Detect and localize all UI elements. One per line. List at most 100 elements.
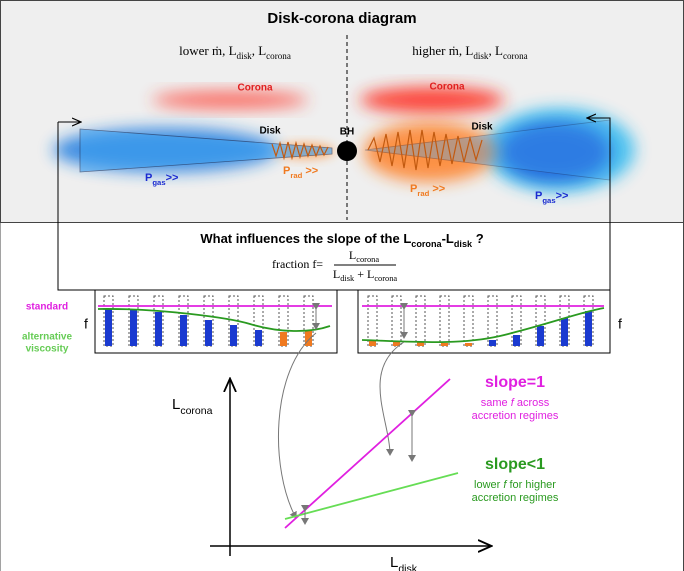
slope-note-part: f (511, 397, 515, 409)
question: What influences the slope of the Lcorona… (200, 231, 483, 249)
loop-arrow (57, 118, 611, 291)
pressure-label: Pgas>> (145, 172, 178, 187)
fraction-numerator: Lcorona (349, 248, 379, 265)
bar-fill (489, 340, 496, 346)
fraction-denominator-part: + L (354, 267, 374, 281)
pressure-label-part: >> (429, 183, 445, 195)
pressure-label-part: P (283, 165, 290, 177)
bar-outline (559, 295, 570, 347)
bar-outline (439, 295, 450, 347)
question-part: What influences the slope of the L (200, 231, 411, 246)
slope-lt-one-line (284, 472, 459, 520)
regime-label-part: corona (266, 51, 291, 61)
bar-outline (128, 295, 139, 347)
fraction-numerator-part: L (349, 248, 356, 262)
regime-label: higher ṁ, Ldisk, Lcorona (412, 43, 527, 61)
alternative-label: viscosity (26, 344, 69, 355)
pressure-label-part: gas (542, 196, 555, 205)
corona-glow (360, 87, 504, 113)
bar-outline (463, 295, 474, 347)
question-part: corona (411, 239, 442, 249)
y-axis-label-part: corona (180, 405, 212, 417)
regime-label-part: disk (473, 51, 489, 61)
slope-label: slope=1 (485, 374, 545, 391)
bar-outline (367, 295, 378, 347)
x-axis-label: Ldisk (390, 554, 418, 571)
pressure-label: Pgas>> (535, 190, 568, 205)
bar-outline (583, 295, 594, 347)
bar-fill (537, 326, 544, 346)
pressure-label-part: >> (556, 190, 569, 202)
question-part: ? (472, 231, 484, 246)
bar-outline (415, 295, 426, 347)
y-axis-label: Lcorona (172, 396, 213, 417)
x-axis-label-part: disk (398, 563, 417, 571)
f-label: f (84, 316, 88, 332)
corona-label: Corona (430, 82, 465, 93)
bar-outline (487, 295, 498, 347)
slope-note: lower f for higher (474, 479, 556, 491)
slope-note: accretion regimes (472, 492, 559, 504)
bar-fill (180, 315, 187, 346)
disk-label: Disk (259, 126, 281, 137)
fraction-numerator-part: corona (356, 255, 379, 264)
f-label: f (618, 316, 622, 332)
regime-label-part: corona (503, 51, 528, 61)
question-part: -L (442, 231, 454, 246)
bar-fill (205, 320, 212, 346)
bar-fill (561, 318, 568, 346)
pressure-label-part: >> (302, 165, 318, 177)
pressure-label-part: >> (166, 172, 179, 184)
fraction-denominator-part: L (333, 267, 340, 281)
slope-note-part: f (503, 479, 507, 491)
fraction-denominator: Ldisk + Lcorona (333, 267, 397, 284)
regime-label-part: , L (252, 43, 267, 58)
bar-outline (153, 295, 164, 347)
bar-outline (253, 295, 264, 347)
slope-note-part: accretion regimes (472, 492, 559, 504)
title: Disk-corona diagram (267, 10, 416, 27)
pressure-label-part: P (145, 172, 152, 184)
slope-note: same f across (481, 397, 550, 409)
pressure-label-part: rad (290, 171, 302, 180)
bar-outline (511, 295, 522, 347)
bar-fill (417, 342, 424, 346)
link-arrow (278, 332, 317, 519)
slope-note-part: across (514, 397, 550, 409)
bar-fill (130, 310, 137, 346)
corona-label: Corona (238, 83, 273, 94)
bar-fill (255, 330, 262, 346)
bar-outline (535, 295, 546, 347)
bar-fill (155, 312, 162, 346)
bar-fill (369, 340, 376, 346)
regime-label-part: , L (488, 43, 503, 58)
disk-turbulence (271, 140, 329, 161)
slope-note: accretion regimes (472, 410, 559, 422)
x-axis-label-part: L (390, 554, 398, 571)
pressure-label: Prad >> (283, 165, 318, 180)
slope-note-part: accretion regimes (472, 410, 559, 422)
regime-label-part: higher ṁ, L (412, 43, 473, 58)
bar-fill (280, 332, 287, 346)
pressure-label: Prad >> (410, 183, 445, 198)
bar-fill (230, 325, 237, 346)
bar-outline (103, 295, 114, 347)
bar-fill (513, 335, 520, 346)
alternative-line (361, 307, 605, 344)
bar-outline (178, 295, 189, 347)
y-axis-label-part: L (172, 396, 180, 413)
bar-fill (105, 309, 112, 346)
bar-fill (465, 343, 472, 346)
question-part: disk (454, 239, 473, 249)
bar-fill (305, 330, 312, 346)
bar-fill (393, 341, 400, 346)
bh-label: BH (340, 127, 354, 138)
disk (79, 128, 333, 173)
regime-label-part: disk (237, 51, 253, 61)
bar-fill (441, 343, 448, 346)
slope-note-part: same (481, 397, 511, 409)
slope-note-part: lower (474, 479, 503, 491)
alternative-line (97, 308, 331, 332)
slope-label: slope<1 (485, 456, 545, 473)
